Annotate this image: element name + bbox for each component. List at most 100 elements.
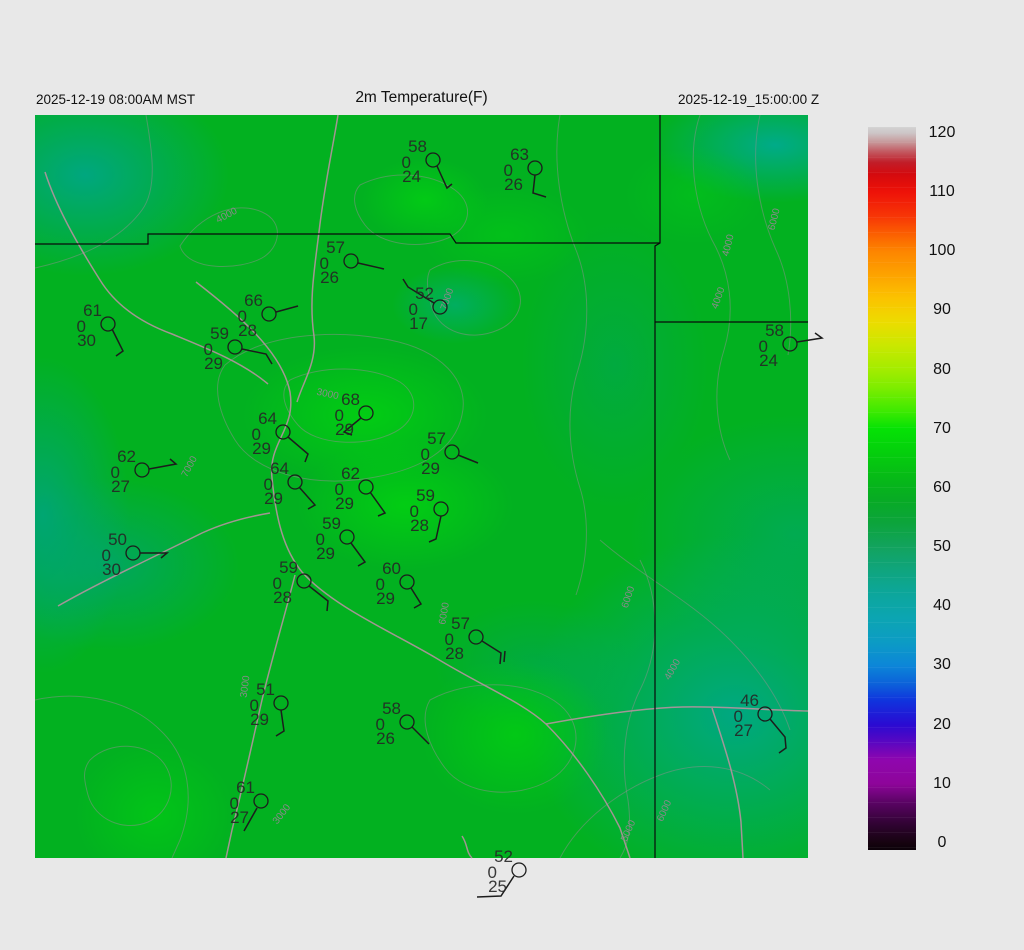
contour-elevation-label: 4000 [663,657,684,682]
station-temperature: 58 [765,321,784,340]
station-aux-value: 0 [316,530,325,549]
station-temperature: 61 [236,778,255,797]
station-temperature: 61 [83,301,102,320]
wind-barb [410,587,423,609]
station-aux-value: 0 [335,406,344,425]
timestamp-utc: 2025-12-19_15:00:00 Z [678,92,820,107]
wind-barb [411,726,430,745]
station-aux-value: 0 [376,715,385,734]
colorbar-tick-label: 120 [928,123,956,141]
contour-elevation-label: 7000 [180,454,200,479]
station-aux-value: 0 [504,161,513,180]
contour-elevation-label: 3000 [315,387,339,402]
station-dewpoint: 29 [421,459,440,478]
contour-lines [35,115,792,859]
contour-elevation-label: 7000 [439,287,456,312]
station-temperature: 66 [244,291,263,310]
station-dewpoint: 27 [734,721,753,740]
wind-barb [796,332,824,343]
wind-barb [140,552,170,559]
station-temperature: 57 [427,429,446,448]
wind-barb [357,262,385,270]
station-circle [125,545,141,561]
station-circle [433,501,449,517]
station-aux-value: 0 [252,425,261,444]
station-circle [273,695,289,711]
station-circle [296,573,312,589]
wind-barb [436,165,453,190]
station-dewpoint: 29 [335,494,354,513]
station-circle [227,339,243,355]
station-circle [358,405,374,421]
contour-elevation-label: 3000 [271,802,294,827]
station-aux-value: 0 [488,863,497,882]
wind-barb [342,417,362,436]
station-aux-value: 0 [410,502,419,521]
station-circle [100,316,116,332]
station-circle [134,462,150,478]
station-dewpoint: 29 [335,420,354,439]
station-circle [527,160,543,176]
colorbar-tick-label: 80 [933,360,951,378]
station-circle [399,714,415,730]
wind-barb [298,486,317,510]
station-temperature: 58 [408,137,427,156]
station-temperature: 59 [416,486,435,505]
wind-barb [275,305,299,313]
station-circle [275,424,291,440]
station-temperature: 62 [117,447,136,466]
wind-barb [428,515,442,543]
page-title: 2m Temperature(F) [355,89,488,106]
wind-barb [308,585,329,612]
station-circle [343,253,359,269]
station-dewpoint: 29 [204,354,223,373]
station-aux-value: 0 [77,317,86,336]
road-lines [44,115,809,859]
station-circle [261,306,277,322]
station-circle [782,336,798,352]
station-temperature: 64 [270,459,289,478]
station-aux-value: 0 [335,480,344,499]
station-temperature: 57 [451,614,470,633]
station-aux-value: 0 [264,475,273,494]
station-circle [358,479,374,495]
timestamp-local: 2025-12-19 08:00AM MST [36,92,196,107]
station-temperature: 46 [740,691,759,710]
station-temperature: 52 [494,847,513,866]
station-temperature: 59 [279,558,298,577]
station-circle [511,862,527,878]
station-circle [425,152,441,168]
contour-elevation-label: 6000 [437,601,452,625]
station-aux-value: 0 [734,707,743,726]
station-temperature: 59 [210,324,229,343]
colorbar-tick-label: 70 [933,419,951,437]
border-lines [35,115,808,858]
wind-barb [243,807,258,832]
station-circle [339,529,355,545]
station-dewpoint: 27 [111,477,130,496]
colorbar-tick-label: 90 [933,301,951,319]
station-temperature: 64 [258,409,277,428]
contour-elevation-labels: 4000700030007000600040004000600040006000… [180,206,783,844]
contour-elevation-label: 6000 [620,585,637,610]
colorbar-tick-label: 20 [933,715,951,733]
station-dewpoint: 17 [409,314,428,333]
wind-barb [503,650,506,663]
